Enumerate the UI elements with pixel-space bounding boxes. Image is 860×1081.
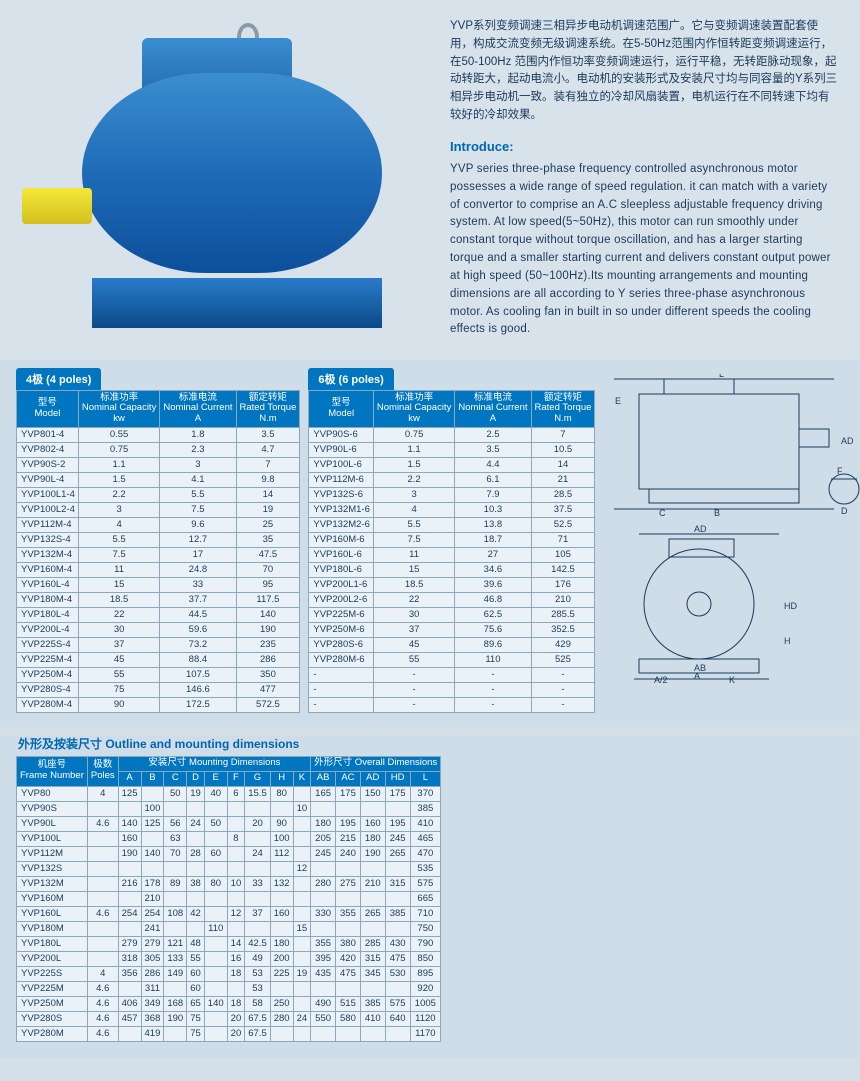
table-row: YVP160M-4 [17,562,79,577]
table-row: - [309,682,374,697]
table-row: YVP112M-6 [309,472,374,487]
svg-text:AB: AB [694,663,706,673]
svg-text:H: H [784,636,791,646]
table-row: YVP200L [17,951,88,966]
table-row: YVP90L [17,816,88,831]
svg-text:D: D [841,506,848,516]
table-row: YVP225M-4 [17,652,79,667]
table-row: YVP132S-4 [17,532,79,547]
poles4-label: 4极 (4 poles) [16,368,101,390]
table-row: YVP180M [17,921,88,936]
table-row: YVP112M-4 [17,517,79,532]
intro-chinese: YVP系列变频调速三相异步电动机调速范围广。它与变频调速装置配套使用，构成交流变… [450,18,838,125]
table-row: YVP90L-4 [17,472,79,487]
poles4-block: 4极 (4 poles) 型号Model 标准功率Nominal Capacit… [16,368,300,713]
table-row: YVP160L-4 [17,577,79,592]
svg-text:C: C [659,508,666,518]
table-row: YVP225M-6 [309,607,374,622]
table-row: YVP132M [17,876,88,891]
table-row: YVP250M [17,996,88,1011]
table-row: - [309,697,374,712]
svg-text:AD: AD [694,524,707,534]
table-row: YVP132M2-6 [309,517,374,532]
table-row: YVP225M [17,981,88,996]
table-row: YVP200L2-6 [309,592,374,607]
table-row: YVP160L [17,906,88,921]
svg-text:L: L [719,374,724,379]
poles6-label: 6极 (6 poles) [308,368,393,390]
table-row: YVP280M-4 [17,697,79,712]
svg-text:E: E [615,396,621,406]
table-row: YVP180L [17,936,88,951]
table-row: YVP280S-4 [17,682,79,697]
table-row: YVP801-4 [17,427,79,442]
table-row: YVP90S-6 [309,427,374,442]
table-row: YVP250M-4 [17,667,79,682]
table-row: YVP132S-6 [309,487,374,502]
table-row: YVP180L-6 [309,562,374,577]
table-row: - [309,667,374,682]
table-row: YVP100L-6 [309,457,374,472]
dimension-diagrams: L E C B AD G F D [603,368,860,684]
intro-heading: Introduce: [450,137,838,157]
spec-tables-section: 4极 (4 poles) 型号Model 标准功率Nominal Capacit… [0,360,860,727]
table-row: YVP225S-4 [17,637,79,652]
table-row: YVP180L-4 [17,607,79,622]
table-row: YVP280M-6 [309,652,374,667]
table-row: YVP100L [17,831,88,846]
poles6-block: 6极 (6 poles) 型号Model 标准功率Nominal Capacit… [308,368,595,713]
dimensions-title: 外形及按装尺寸 Outline and mounting dimensions [18,735,844,752]
svg-text:B: B [714,508,720,518]
table-row: YVP802-4 [17,442,79,457]
dimensions-table: 机座号Frame Number 极数Poles 安装尺寸 Mounting Di… [16,756,441,1042]
table-row: YVP90S [17,801,88,816]
table-row: YVP160L-6 [309,547,374,562]
table-row: YVP160M-6 [309,532,374,547]
table-row: YVP90S-2 [17,457,79,472]
top-section: YVP系列变频调速三相异步电动机调速范围广。它与变频调速装置配套使用，构成交流变… [0,0,860,360]
table-row: YVP280S-6 [309,637,374,652]
motor-image [22,18,432,348]
table-row: YVP100L1-4 [17,487,79,502]
page: YVP系列变频调速三相异步电动机调速范围广。它与变频调速装置配套使用，构成交流变… [0,0,860,1058]
svg-text:F: F [837,466,843,476]
table-row: YVP90L-6 [309,442,374,457]
poles4-table: 型号Model 标准功率Nominal Capacitykw 标准电流Nomin… [16,390,300,713]
table-row: YVP225S [17,966,88,981]
table-row: YVP80 [17,786,88,801]
svg-text:HD: HD [784,601,797,611]
dimensions-section: 外形及按装尺寸 Outline and mounting dimensions … [0,735,860,1058]
table-row: YVP132S [17,861,88,876]
table-row: YVP132M-4 [17,547,79,562]
table-row: YVP180M-4 [17,592,79,607]
table-row: YVP160M [17,891,88,906]
table-row: YVP280S [17,1011,88,1026]
table-row: YVP100L2-4 [17,502,79,517]
table-row: YVP250M-6 [309,622,374,637]
svg-text:AD: AD [841,436,854,446]
table-row: YVP200L-4 [17,622,79,637]
table-row: YVP280M [17,1026,88,1041]
intro-english: YVP series three-phase frequency control… [450,161,838,339]
table-row: YVP112M [17,846,88,861]
table-row: YVP200L1-6 [309,577,374,592]
table-row: YVP132M1-6 [309,502,374,517]
intro-text: YVP系列变频调速三相异步电动机调速范围广。它与变频调速装置配套使用，构成交流变… [450,18,838,348]
poles6-table: 型号Model 标准功率Nominal Capacitykw 标准电流Nomin… [308,390,595,713]
